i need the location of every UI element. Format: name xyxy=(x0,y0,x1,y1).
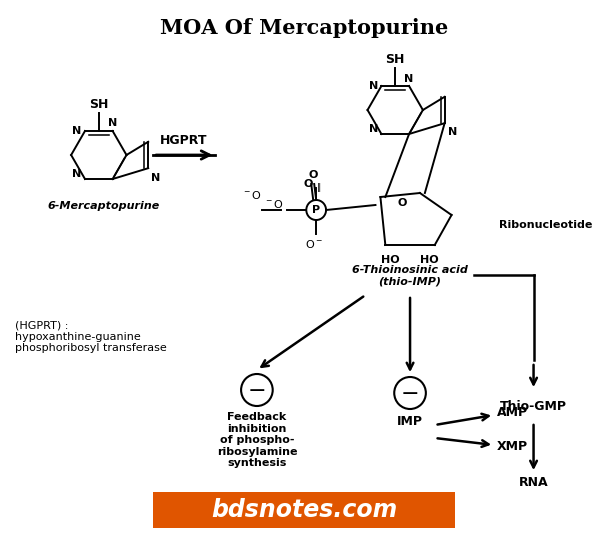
Text: P: P xyxy=(312,205,320,215)
Text: N: N xyxy=(72,126,81,136)
Text: $^-$O: $^-$O xyxy=(241,189,262,201)
Text: HO: HO xyxy=(421,255,439,265)
Text: N: N xyxy=(369,124,378,134)
Text: SH: SH xyxy=(386,53,405,66)
Text: IMP: IMP xyxy=(397,415,423,428)
Text: N: N xyxy=(405,74,414,84)
Text: Thio-GMP: Thio-GMP xyxy=(500,400,567,413)
Text: 6-Mercaptopurine: 6-Mercaptopurine xyxy=(47,201,160,211)
Text: O: O xyxy=(309,170,318,180)
Text: SH: SH xyxy=(89,98,108,111)
Text: $^-$O: $^-$O xyxy=(264,198,285,210)
Text: N: N xyxy=(108,118,117,128)
Text: HO: HO xyxy=(381,255,400,265)
Text: O: O xyxy=(397,198,407,208)
Text: N: N xyxy=(151,173,160,183)
Text: Feedback
inhibition
of phospho-
ribosylamine
synthesis: Feedback inhibition of phospho- ribosyla… xyxy=(217,412,297,468)
Text: MOA Of Mercaptopurine: MOA Of Mercaptopurine xyxy=(160,18,448,38)
Text: HGPRT: HGPRT xyxy=(160,134,208,147)
Text: O: O xyxy=(304,179,313,189)
Text: RNA: RNA xyxy=(519,476,548,489)
Text: AMP: AMP xyxy=(497,407,528,420)
Text: Ribonucleotide: Ribonucleotide xyxy=(499,220,593,230)
Text: XMP: XMP xyxy=(497,441,528,454)
Text: −: − xyxy=(401,384,419,404)
Text: 6-Thioinosinic acid
(thio-IMP): 6-Thioinosinic acid (thio-IMP) xyxy=(352,265,468,287)
Bar xyxy=(153,492,455,528)
Text: (HGPRT) :
hypoxanthine-guanine
phosphoribosyl transferase: (HGPRT) : hypoxanthine-guanine phosphori… xyxy=(15,320,166,353)
Text: bdsnotes.com: bdsnotes.com xyxy=(211,498,397,522)
Text: ‖: ‖ xyxy=(317,184,322,192)
Text: N: N xyxy=(448,127,457,137)
Text: N: N xyxy=(369,81,378,91)
Text: O$^-$: O$^-$ xyxy=(305,238,323,250)
Text: N: N xyxy=(72,169,81,179)
Text: −: − xyxy=(248,381,266,401)
